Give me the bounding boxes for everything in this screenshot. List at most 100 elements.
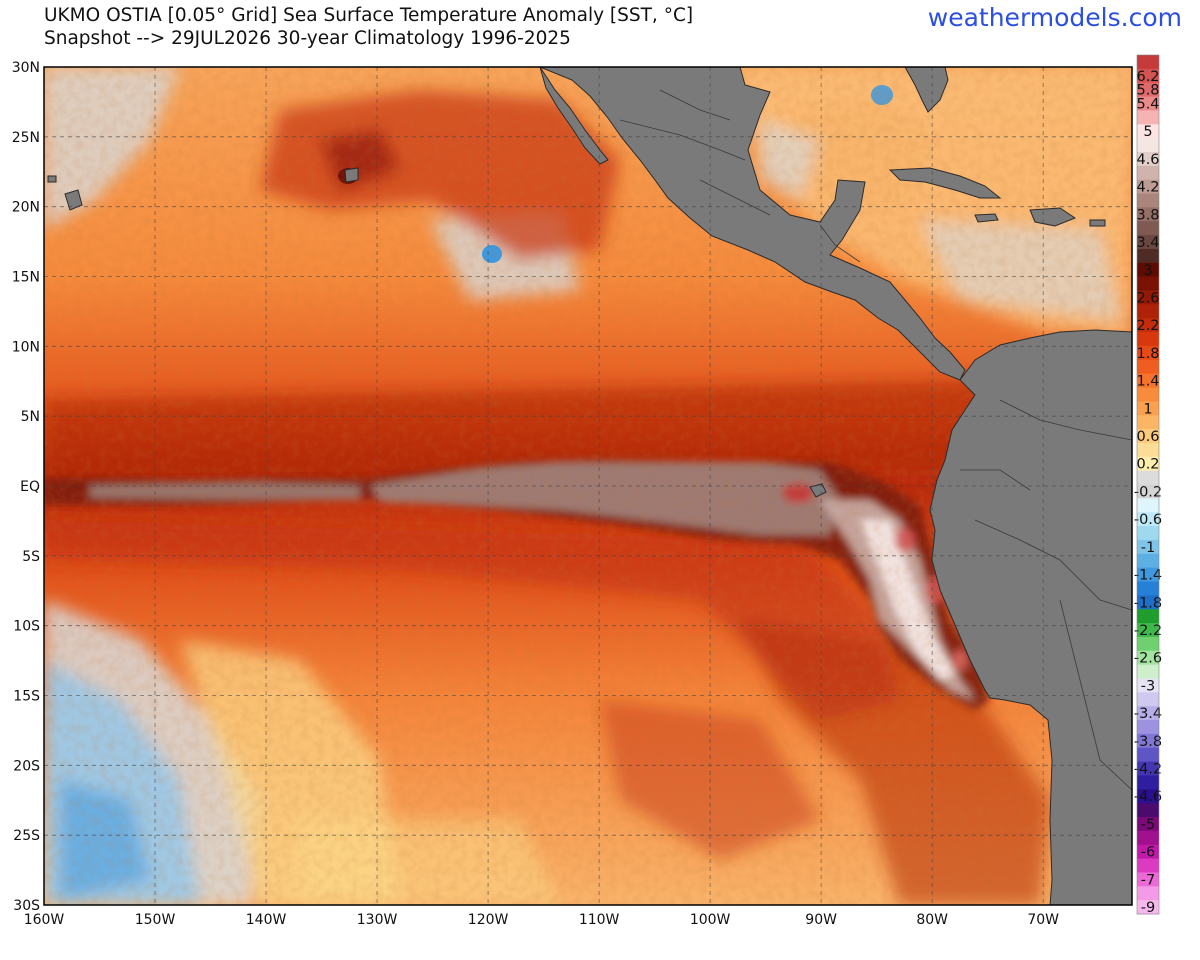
lon-tick-label: 160W bbox=[24, 912, 65, 928]
lon-tick-label: 120W bbox=[468, 912, 509, 928]
colorbar-swatch bbox=[1137, 512, 1159, 527]
lat-tick-label: 25N bbox=[12, 130, 40, 146]
land-galapagos bbox=[809, 483, 827, 498]
colorbar-swatch bbox=[1137, 706, 1159, 721]
colorbar-label: 0.2 bbox=[1136, 457, 1159, 473]
colorbar-swatch bbox=[1137, 429, 1159, 444]
lat-tick-label: 25S bbox=[13, 828, 40, 844]
colorbar-swatch bbox=[1137, 650, 1159, 666]
lon-tick-label: 80W bbox=[916, 912, 948, 928]
colorbar-swatch bbox=[1137, 747, 1159, 763]
colorbar-swatch bbox=[1137, 276, 1159, 292]
colorbar-swatch bbox=[1137, 872, 1159, 887]
colorbar-swatch bbox=[1137, 373, 1159, 389]
gridlines bbox=[44, 67, 1132, 905]
colorbar-swatch bbox=[1137, 609, 1159, 624]
colorbar-label: -6 bbox=[1141, 845, 1155, 861]
land-hawaii-islet bbox=[344, 167, 359, 183]
lat-tick-label: 5N bbox=[21, 409, 40, 425]
lat-tick-label: 20N bbox=[12, 200, 40, 216]
colorbar-swatch bbox=[1137, 733, 1159, 749]
land-hawaii-big bbox=[64, 189, 83, 211]
lat-tick-label: 10S bbox=[13, 619, 40, 635]
colorbar-swatch bbox=[1137, 539, 1159, 555]
map-subtitle: Snapshot --> 29JUL2026 30-year Climatolo… bbox=[44, 28, 571, 49]
colorbar-label: -5 bbox=[1141, 817, 1155, 833]
lat-tick-label: 20S bbox=[13, 758, 40, 774]
colorbar-swatch bbox=[1137, 692, 1159, 707]
colorbar-swatch bbox=[1137, 304, 1159, 319]
colorbar-swatch bbox=[1137, 775, 1159, 790]
colorbar-swatch bbox=[1137, 720, 1159, 735]
colorbar-swatch bbox=[1137, 151, 1159, 167]
brand-link[interactable]: weathermodels.com bbox=[927, 3, 1182, 32]
land-florida bbox=[904, 67, 949, 113]
map-field bbox=[44, 67, 1132, 905]
colorbar-label: -0.2 bbox=[1134, 484, 1162, 500]
colorbar-swatch bbox=[1137, 789, 1159, 804]
colorbar-swatch bbox=[1137, 484, 1159, 499]
borders bbox=[619, 89, 1132, 791]
colorbar-swatch bbox=[1137, 678, 1159, 693]
colorbar-swatch bbox=[1137, 235, 1159, 250]
colorbar-swatch bbox=[1137, 345, 1159, 361]
colorbar-label: 2.6 bbox=[1136, 290, 1159, 306]
land-jamaica bbox=[974, 213, 999, 223]
lat-tick-label: 15S bbox=[13, 689, 40, 705]
colorbar-label: 5 bbox=[1143, 124, 1152, 140]
lon-tick-label: 110W bbox=[579, 912, 620, 928]
latitude-labels: 30N 25N 20N 15N 10N 5N EQ 5S 10S 15S 20S 25S 30S bbox=[12, 60, 40, 914]
colorbar-swatch bbox=[1137, 470, 1159, 486]
lon-tick-label: 140W bbox=[246, 912, 287, 928]
colorbar-label: 3 bbox=[1143, 263, 1152, 279]
land-hispaniola bbox=[1029, 207, 1077, 227]
lat-tick-label: 15N bbox=[12, 270, 40, 286]
colorbar-swatch bbox=[1137, 193, 1159, 209]
colorbar-label: -1.8 bbox=[1134, 595, 1162, 611]
colorbar-outline bbox=[1136, 54, 1160, 915]
colorbar-swatch bbox=[1137, 138, 1159, 153]
colorbar-label: -4.6 bbox=[1134, 789, 1162, 805]
colorbar-swatch bbox=[1137, 498, 1159, 513]
colorbar-swatch bbox=[1137, 858, 1159, 874]
lat-tick-label: 30S bbox=[13, 898, 40, 914]
colorbar-label: -3.8 bbox=[1134, 734, 1162, 750]
colorbar-label: 4.6 bbox=[1136, 152, 1159, 168]
colorbar-swatch bbox=[1137, 96, 1159, 112]
colorbar-swatch bbox=[1137, 415, 1159, 430]
land-mexico-central-america bbox=[539, 67, 966, 381]
colorbar-swatch bbox=[1137, 318, 1159, 333]
colorbar-label: -2.6 bbox=[1134, 651, 1162, 667]
lat-tick-label: 5S bbox=[22, 549, 40, 565]
colorbar-swatch bbox=[1137, 359, 1159, 375]
lon-tick-label: 70W bbox=[1027, 912, 1059, 928]
colorbar-label: 1 bbox=[1143, 401, 1152, 417]
land-puerto-rico bbox=[1089, 219, 1106, 227]
land-south-america bbox=[929, 329, 1132, 905]
map-title: UKMO OSTIA [0.05° Grid] Sea Surface Temp… bbox=[44, 5, 694, 26]
colorbar-swatch bbox=[1137, 165, 1159, 181]
colorbar-swatch bbox=[1137, 595, 1159, 610]
colorbar-swatch bbox=[1137, 886, 1159, 901]
colorbar-swatch bbox=[1137, 581, 1159, 596]
colorbar-swatch bbox=[1137, 817, 1159, 832]
land-masses bbox=[47, 67, 1132, 905]
lat-tick-label: 10N bbox=[12, 339, 40, 355]
map-frame bbox=[43, 66, 1133, 906]
colorbar-swatch bbox=[1137, 221, 1159, 236]
colorbar-swatch bbox=[1137, 567, 1159, 583]
colorbar-swatch bbox=[1137, 207, 1159, 222]
colorbar-label: -1.4 bbox=[1134, 568, 1162, 584]
colorbar-swatch bbox=[1137, 55, 1159, 70]
colorbar-label: 3.4 bbox=[1136, 235, 1159, 251]
lon-tick-label: 100W bbox=[690, 912, 731, 928]
colorbar-swatch bbox=[1137, 844, 1159, 860]
colorbar-swatch bbox=[1137, 553, 1159, 569]
colorbar-label: -2.2 bbox=[1134, 623, 1162, 639]
colorbar-swatch bbox=[1137, 110, 1159, 125]
colorbar-swatch bbox=[1137, 623, 1159, 638]
colorbar-swatch bbox=[1137, 332, 1159, 347]
colorbar-swatch bbox=[1137, 248, 1159, 264]
lat-tick-label: 30N bbox=[12, 60, 40, 76]
